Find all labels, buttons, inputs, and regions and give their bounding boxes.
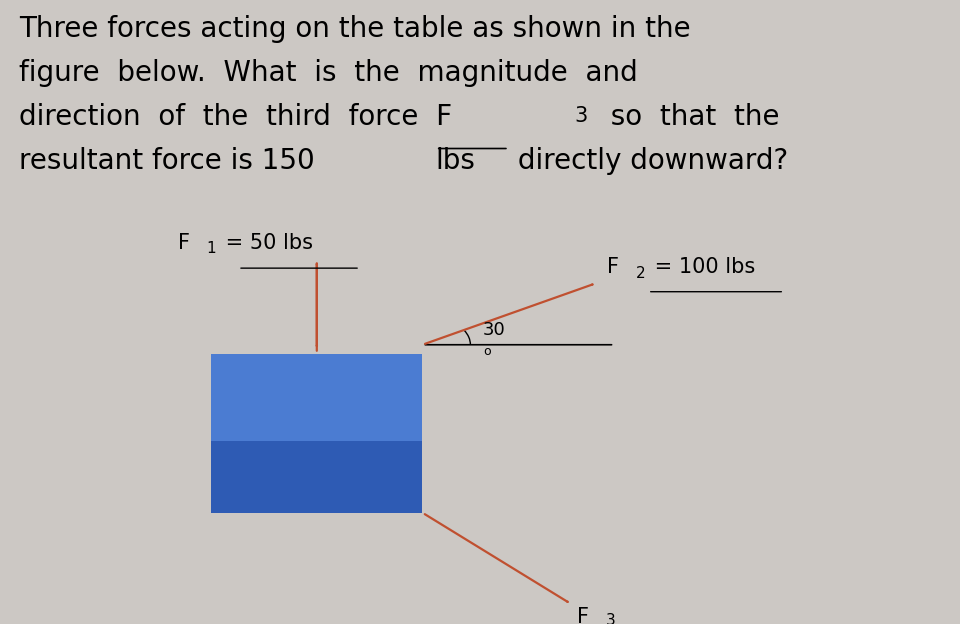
Text: 3: 3 xyxy=(606,613,615,624)
Text: F: F xyxy=(178,233,189,253)
Text: o: o xyxy=(483,344,491,358)
Text: = 100 lbs: = 100 lbs xyxy=(648,257,756,277)
Text: figure  below.  What  is  the  magnitude  and: figure below. What is the magnitude and xyxy=(19,59,638,87)
Text: direction  of  the  third  force  F: direction of the third force F xyxy=(19,103,452,131)
Text: 2: 2 xyxy=(636,266,645,281)
Text: F: F xyxy=(607,257,618,277)
Text: 1: 1 xyxy=(206,241,216,256)
Text: 3: 3 xyxy=(574,106,588,126)
Text: F: F xyxy=(577,607,588,624)
Text: directly downward?: directly downward? xyxy=(509,147,788,175)
Bar xyxy=(211,354,422,513)
Bar xyxy=(211,354,422,441)
Text: 30: 30 xyxy=(483,321,506,339)
Text: so  that  the: so that the xyxy=(593,103,780,131)
Bar xyxy=(211,441,422,513)
Text: Three forces acting on the table as shown in the: Three forces acting on the table as show… xyxy=(19,15,691,42)
Text: resultant force is 150: resultant force is 150 xyxy=(19,147,324,175)
Text: = 50 lbs: = 50 lbs xyxy=(219,233,313,253)
Text: lbs: lbs xyxy=(436,147,476,175)
